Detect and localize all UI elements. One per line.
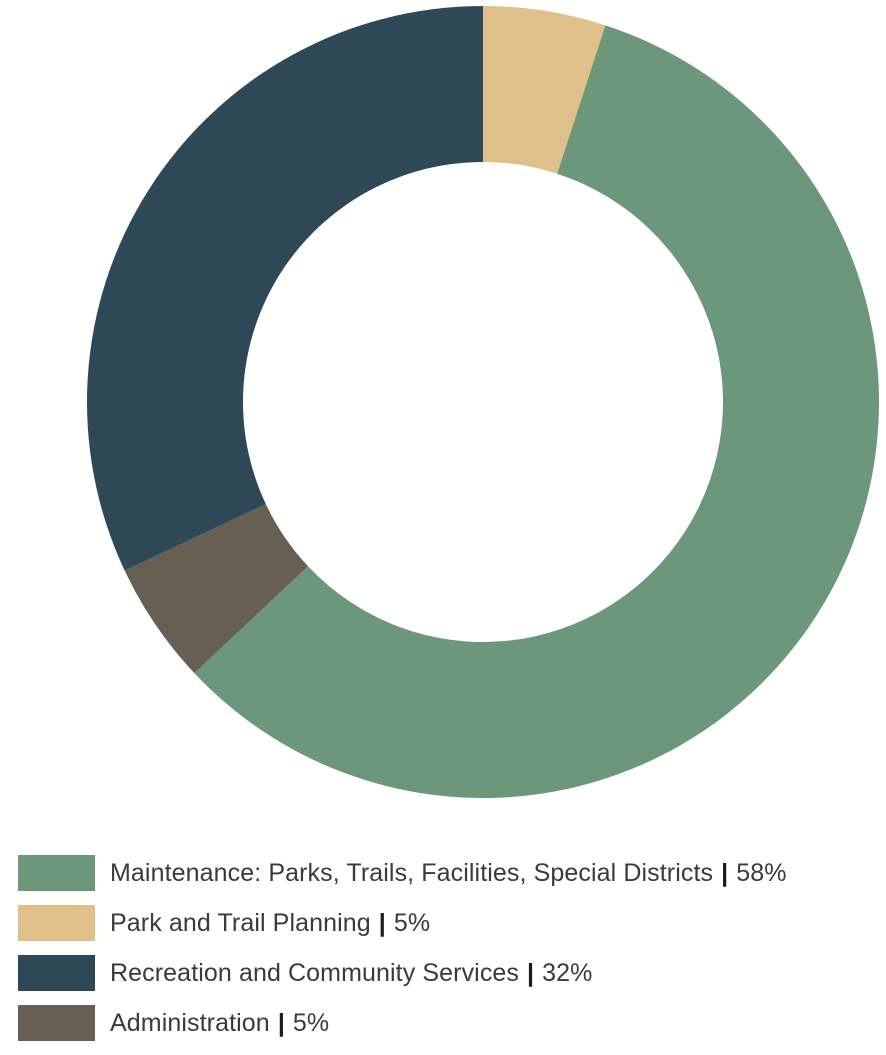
legend-separator: | [378,908,386,937]
donut-slice-administration [124,504,309,674]
legend-label-park-trail-planning: Park and Trail Planning [110,908,371,937]
legend-item-maintenance: Maintenance: Parks, Trails, Facilities, … [18,855,878,891]
legend-value-park-trail-planning: 5% [393,908,431,937]
legend-value-administration: 5% [292,1008,330,1037]
donut-chart [86,6,880,799]
legend: Maintenance: Parks, Trails, Facilities, … [18,855,878,1055]
legend-swatch-recreation [18,955,95,991]
legend-label-administration: Administration [110,1008,270,1037]
legend-swatch-park-trail-planning [18,905,95,941]
legend-item-park-trail-planning: Park and Trail Planning | 5% [18,905,878,941]
legend-swatch-administration [18,1005,95,1041]
donut-slice-park-trail-planning [483,6,606,174]
donut-slice-maintenance [194,25,880,799]
legend-label-recreation: Recreation and Community Services [110,958,520,987]
legend-separator: | [527,958,535,987]
legend-separator: | [277,1008,285,1037]
legend-item-recreation: Recreation and Community Services | 32% [18,955,878,991]
legend-swatch-maintenance [18,855,95,891]
legend-item-administration: Administration | 5% [18,1005,878,1041]
legend-separator: | [721,858,729,887]
legend-label-maintenance: Maintenance: Parks, Trails, Facilities, … [110,858,714,887]
legend-value-maintenance: 58% [736,858,787,887]
legend-value-recreation: 32% [542,958,593,987]
donut-slice-recreation [86,6,484,571]
